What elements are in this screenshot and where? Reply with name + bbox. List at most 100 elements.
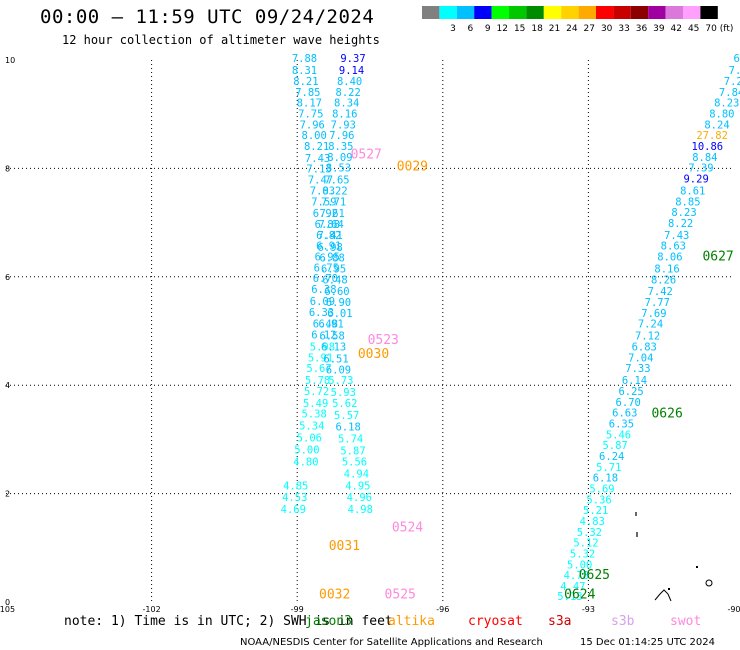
color-scale-swatch xyxy=(648,6,666,19)
wave-height-point: 5.12 xyxy=(573,538,598,550)
wave-height-point: 5.87 xyxy=(340,446,365,458)
wave-height-point: 6.92 xyxy=(313,208,338,220)
wave-height-point: 7.12 xyxy=(635,331,660,343)
wave-height-point: 8.34 xyxy=(334,98,359,110)
pass-label: 0527 xyxy=(351,148,382,163)
x-tick-label: -99 xyxy=(291,605,304,614)
wave-height-point: 7.24 xyxy=(724,76,740,88)
wave-height-point: 6.88 xyxy=(315,219,340,231)
wave-height-point: 8.22 xyxy=(336,87,361,99)
color-scale-label: 3 xyxy=(450,24,456,34)
wave-height-point: 5.98 xyxy=(310,342,335,354)
wave-height-point: 5.38 xyxy=(302,409,327,421)
wave-height-point: 7.84 xyxy=(719,87,740,99)
wave-height-point: 7.39 xyxy=(688,163,713,175)
color-scale-swatch xyxy=(630,6,649,19)
wave-height-point: 6.63 xyxy=(612,408,637,420)
wave-height-point: 7.04 xyxy=(628,352,653,364)
wave-height-point: 7.64 xyxy=(319,219,344,231)
wave-height-point: 8.06 xyxy=(657,252,682,264)
x-tick-label: -105 xyxy=(0,605,15,614)
wave-height-point: 7.42 xyxy=(648,286,673,298)
wave-height-point: 5.57 xyxy=(334,410,359,422)
color-scale-swatch xyxy=(683,6,701,19)
wave-height-point: 7.71 xyxy=(321,196,346,208)
wave-height-point: 4.95 xyxy=(345,480,370,492)
wave-height-point: 5.67 xyxy=(306,363,331,375)
wave-height-point: 7.96 xyxy=(329,130,354,142)
wave-height-point: 8.16 xyxy=(654,263,679,275)
wave-height-point: 4.98 xyxy=(348,504,373,516)
wave-height-point: 5.74 xyxy=(338,434,363,446)
wave-height-point: 6.33 xyxy=(309,307,334,319)
wave-height-point: 6.83 xyxy=(632,342,657,354)
color-scale-swatch xyxy=(422,6,440,19)
wave-height-point: 6.09 xyxy=(326,364,351,376)
wave-height-point: 5.21 xyxy=(583,505,608,517)
color-scale-label: 6 xyxy=(467,24,473,34)
wave-height-point: 6.18 xyxy=(593,473,618,485)
wave-height-point: 6.90 xyxy=(326,297,351,309)
legend-satellite-s3b: s3b xyxy=(611,614,635,629)
wave-height-point: 6.95 xyxy=(315,252,340,264)
wave-height-point: 4.69 xyxy=(281,504,306,516)
wave-height-point: 5.78 xyxy=(305,375,330,387)
color-scale-label: 24 xyxy=(566,24,578,34)
pass-label: 0523 xyxy=(368,333,399,348)
wave-height-point: 6.70 xyxy=(616,397,641,409)
color-scale-swatch xyxy=(474,6,492,19)
wave-height-point: 7.32 xyxy=(729,65,740,77)
wave-height-point: 7.59 xyxy=(311,196,336,208)
y-tick-label: 2 xyxy=(5,490,10,499)
coastline-island xyxy=(696,566,698,568)
color-scale-legend: 3 6 9 12 15 18 21 24 27 30 33 36 39 42 45 70 (ft) xyxy=(422,6,733,34)
wave-height-point: 5.13 xyxy=(557,591,582,603)
wave-height-point: 7.61 xyxy=(319,208,344,220)
color-scale-swatch xyxy=(543,6,562,19)
wave-height-point: 8.26 xyxy=(651,274,676,286)
color-scale-swatch xyxy=(526,6,544,19)
pass-label: 0029 xyxy=(397,160,428,175)
wave-height-point: 5.34 xyxy=(299,421,324,433)
wave-height-point: 6.51 xyxy=(323,353,348,365)
x-tick-label: -102 xyxy=(143,605,161,614)
pass-label: 0626 xyxy=(651,407,682,422)
wave-height-point: 4.83 xyxy=(580,516,605,528)
wave-height-point: 8.80 xyxy=(709,108,734,120)
wave-height-point: 7.13 xyxy=(306,164,331,176)
legend-satellite-altika: altika xyxy=(388,614,435,629)
wave-height-point: 4.47 xyxy=(560,581,585,593)
pass-label: 0624 xyxy=(564,588,595,603)
wave-height-point: 8.22 xyxy=(668,218,693,230)
color-scale-swatch xyxy=(561,6,579,19)
wave-height-point: 4.94 xyxy=(344,468,369,480)
wave-height-point: 8.17 xyxy=(297,98,322,110)
wave-height-point: 7.24 xyxy=(638,319,663,331)
color-scale-swatch xyxy=(665,6,683,19)
wave-height-point: 7.41 xyxy=(318,230,343,242)
wave-height-point: 6.48 xyxy=(313,319,338,331)
wave-height-point: 6.91 xyxy=(319,319,344,331)
color-scale-swatch xyxy=(509,6,527,19)
wave-height-point: 5.46 xyxy=(606,429,631,441)
legend-note: note: 1) Time is in UTC; 2) SWH is in fe… xyxy=(64,614,393,629)
wave-height-point: 8.09 xyxy=(327,152,352,164)
wave-height-point: 5.93 xyxy=(331,387,356,399)
legend-satellite-jason3: jason3 xyxy=(305,614,352,629)
color-scale-label: 30 xyxy=(601,24,613,34)
wave-height-point: 4.96 xyxy=(347,492,372,504)
wave-height-point: 5.62 xyxy=(332,398,357,410)
wave-height-point: 7.77 xyxy=(645,297,670,309)
wave-height-point: 6.70 xyxy=(313,273,338,285)
wave-height-point: 5.56 xyxy=(342,456,367,468)
color-scale-swatch xyxy=(700,6,718,19)
wave-height-point: 5.72 xyxy=(304,386,329,398)
color-scale-swatch xyxy=(578,6,596,19)
wave-height-point: 4.85 xyxy=(283,480,308,492)
wave-height-point: 5.91 xyxy=(308,352,333,364)
wave-height-point: 8.85 xyxy=(675,196,700,208)
coastline-outline xyxy=(635,512,713,602)
wave-height-point: 5.00 xyxy=(294,444,319,456)
wave-height-point: 6.14 xyxy=(622,375,647,387)
coastline-path xyxy=(654,589,672,602)
